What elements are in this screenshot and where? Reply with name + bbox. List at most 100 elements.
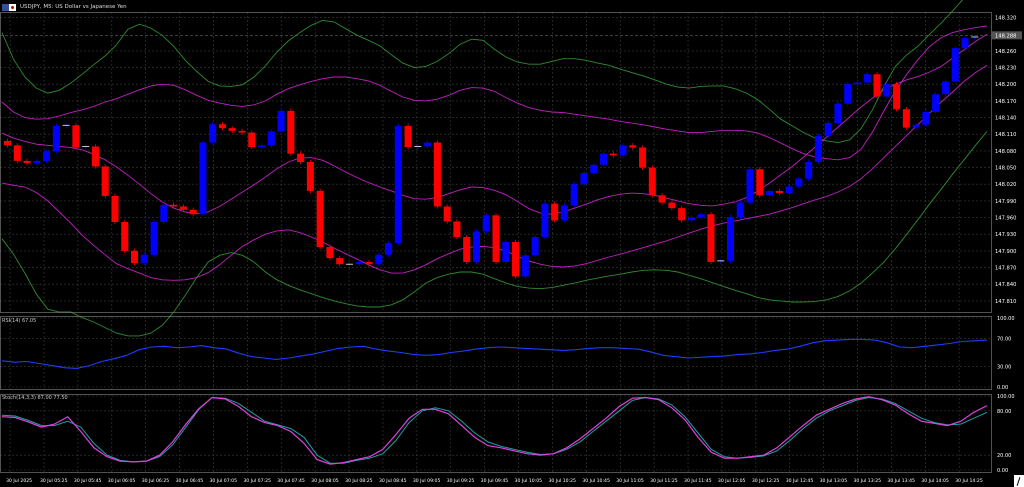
bearish-candle[interactable] [189,209,197,215]
bearish-candle[interactable] [443,206,451,222]
bearish-candle[interactable] [492,215,500,262]
bearish-candle[interactable] [365,262,373,265]
bullish-candle[interactable] [844,84,852,104]
bullish-candle[interactable] [385,243,393,255]
bullish-candle[interactable] [883,84,891,97]
bearish-candle[interactable] [218,124,226,129]
bullish-candle[interactable] [277,110,285,132]
bearish-candle[interactable] [336,258,344,265]
rsi-pane[interactable] [1,338,988,369]
bullish-candle[interactable] [267,131,275,146]
bullish-candle[interactable] [521,255,529,277]
bullish-candle[interactable] [697,214,705,218]
bullish-candle[interactable] [199,142,207,215]
bullish-candle[interactable] [541,203,549,237]
bullish-candle[interactable] [932,94,940,112]
bearish-candle[interactable] [179,206,187,210]
bullish-candle[interactable] [912,124,920,128]
bullish-candle[interactable] [961,38,969,49]
bullish-candle[interactable] [746,169,754,203]
bullish-candle[interactable] [736,202,744,217]
bullish-candle[interactable] [599,153,608,165]
bullish-candle[interactable] [258,145,266,147]
bullish-candle[interactable] [355,262,363,265]
bearish-candle[interactable] [873,74,881,97]
bearish-candle[interactable] [13,145,21,161]
bearish-candle[interactable] [629,145,637,148]
bearish-candle[interactable] [609,153,617,156]
bearish-candle[interactable] [316,190,324,247]
bullish-candle[interactable] [531,237,539,256]
bullish-candle[interactable] [570,184,578,206]
bearish-candle[interactable] [23,160,31,164]
bearish-candle[interactable] [238,130,246,133]
bearish-candle[interactable] [707,214,715,262]
bullish-candle[interactable] [687,217,695,221]
bearish-candle[interactable] [111,195,119,222]
bearish-candle[interactable] [91,146,99,167]
bearish-candle[interactable] [404,125,412,147]
bearish-candle[interactable] [893,84,901,110]
bearish-candle[interactable] [306,162,314,191]
corner-resize-icon[interactable] [1014,475,1024,487]
bullish-candle[interactable] [619,145,627,156]
bearish-candle[interactable] [756,169,764,196]
bearish-candle[interactable] [463,237,471,262]
bearish-candle[interactable] [287,110,295,154]
bullish-candle[interactable] [785,186,793,194]
rsi-tick-label: 70.00 [997,337,1011,343]
bearish-candle[interactable] [4,140,12,146]
bearish-candle[interactable] [678,208,686,221]
bearish-candle[interactable] [170,204,178,207]
bullish-candle[interactable] [160,204,168,222]
bearish-candle[interactable] [902,109,910,128]
bullish-candle[interactable] [43,151,51,161]
bullish-candle[interactable] [580,173,588,185]
bullish-candle[interactable] [766,190,774,196]
bearish-candle[interactable] [131,250,139,264]
bullish-candle[interactable] [33,160,41,164]
bearish-candle[interactable] [297,153,305,162]
bullish-candle[interactable] [922,112,930,125]
bullish-candle[interactable] [834,103,842,124]
bearish-candle[interactable] [648,167,656,196]
bearish-candle[interactable] [72,125,80,148]
stochastic-pane[interactable] [1,396,988,465]
bullish-candle[interactable] [502,242,510,262]
bullish-candle[interactable] [209,124,217,143]
bullish-candle[interactable] [951,48,959,82]
bearish-candle[interactable] [668,202,676,209]
bullish-candle[interactable] [375,254,383,265]
bearish-candle[interactable] [775,190,783,194]
bearish-candle[interactable] [639,147,647,168]
bearish-candle[interactable] [228,128,236,131]
bearish-candle[interactable] [121,222,129,251]
bearish-candle[interactable] [433,142,441,207]
bullish-candle[interactable] [482,215,490,232]
bearish-candle[interactable] [658,195,666,203]
bullish-candle[interactable] [472,231,480,262]
bearish-candle[interactable] [101,166,109,196]
bearish-candle[interactable] [248,132,256,147]
bearish-candle[interactable] [326,247,334,259]
bullish-candle[interactable] [150,222,158,255]
bullish-candle[interactable] [394,125,402,244]
bullish-candle[interactable] [795,178,803,187]
bullish-candle[interactable] [863,74,871,83]
bullish-candle[interactable] [726,217,735,261]
bullish-candle[interactable] [814,135,822,162]
bullish-candle[interactable] [824,123,832,136]
bullish-candle[interactable] [560,205,568,221]
bearish-candle[interactable] [551,203,559,221]
bullish-candle[interactable] [853,82,862,85]
bullish-candle[interactable] [140,254,148,264]
candlesticks[interactable] [4,34,979,279]
bullish-candle[interactable] [941,81,949,95]
bullish-candle[interactable] [805,162,813,179]
bullish-candle[interactable] [424,142,432,147]
bullish-candle[interactable] [590,164,598,174]
bearish-candle[interactable] [453,221,461,237]
bearish-candle[interactable] [512,242,520,277]
bullish-candle[interactable] [52,125,60,152]
